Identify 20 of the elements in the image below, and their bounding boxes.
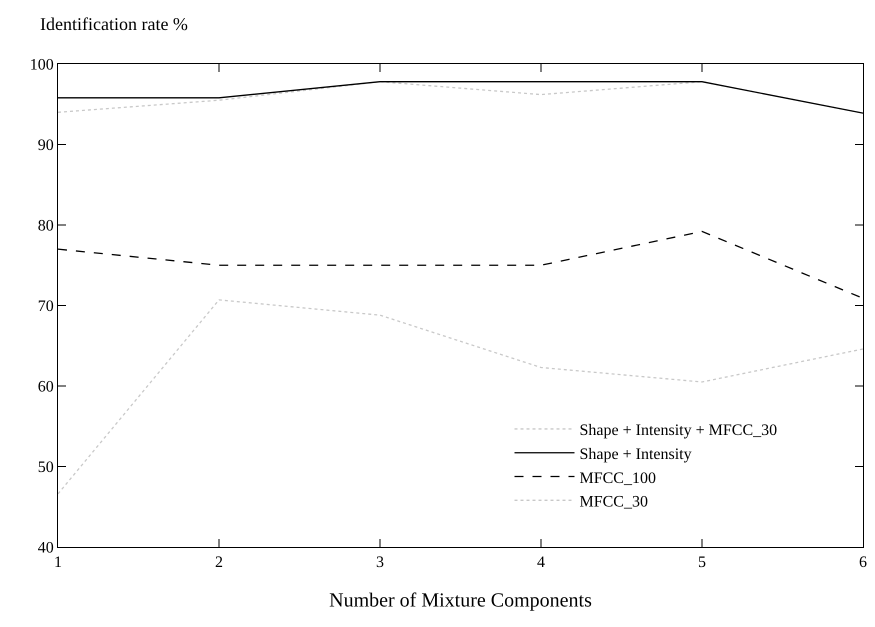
- y-tick-label: 50: [38, 459, 54, 476]
- y-tick-label: 70: [38, 298, 54, 316]
- x-tick-label: 5: [698, 554, 706, 572]
- x-tick-label: 4: [537, 554, 545, 572]
- x-axis-title: Number of Mixture Components: [329, 590, 592, 612]
- line-series: [58, 299, 863, 495]
- y-tick-label: 40: [38, 540, 54, 557]
- x-tick-label: 6: [859, 554, 867, 572]
- y-tick-label: 100: [30, 56, 54, 74]
- y-tick-label: 60: [38, 378, 54, 396]
- x-tick-label: 1: [54, 554, 62, 572]
- legend-label: Shape + Intensity: [580, 446, 692, 463]
- x-tick-label: 2: [215, 554, 223, 572]
- legend-label: Shape + Intensity + MFCC_30: [580, 422, 778, 440]
- x-tick-label: 3: [376, 554, 384, 572]
- legend-label: MFCC_100: [580, 470, 656, 487]
- y-axis-title: Identification rate %: [40, 14, 188, 34]
- y-tick-label: 80: [38, 218, 54, 235]
- legend-label: MFCC_30: [580, 494, 648, 511]
- y-tick-label: 90: [38, 137, 54, 154]
